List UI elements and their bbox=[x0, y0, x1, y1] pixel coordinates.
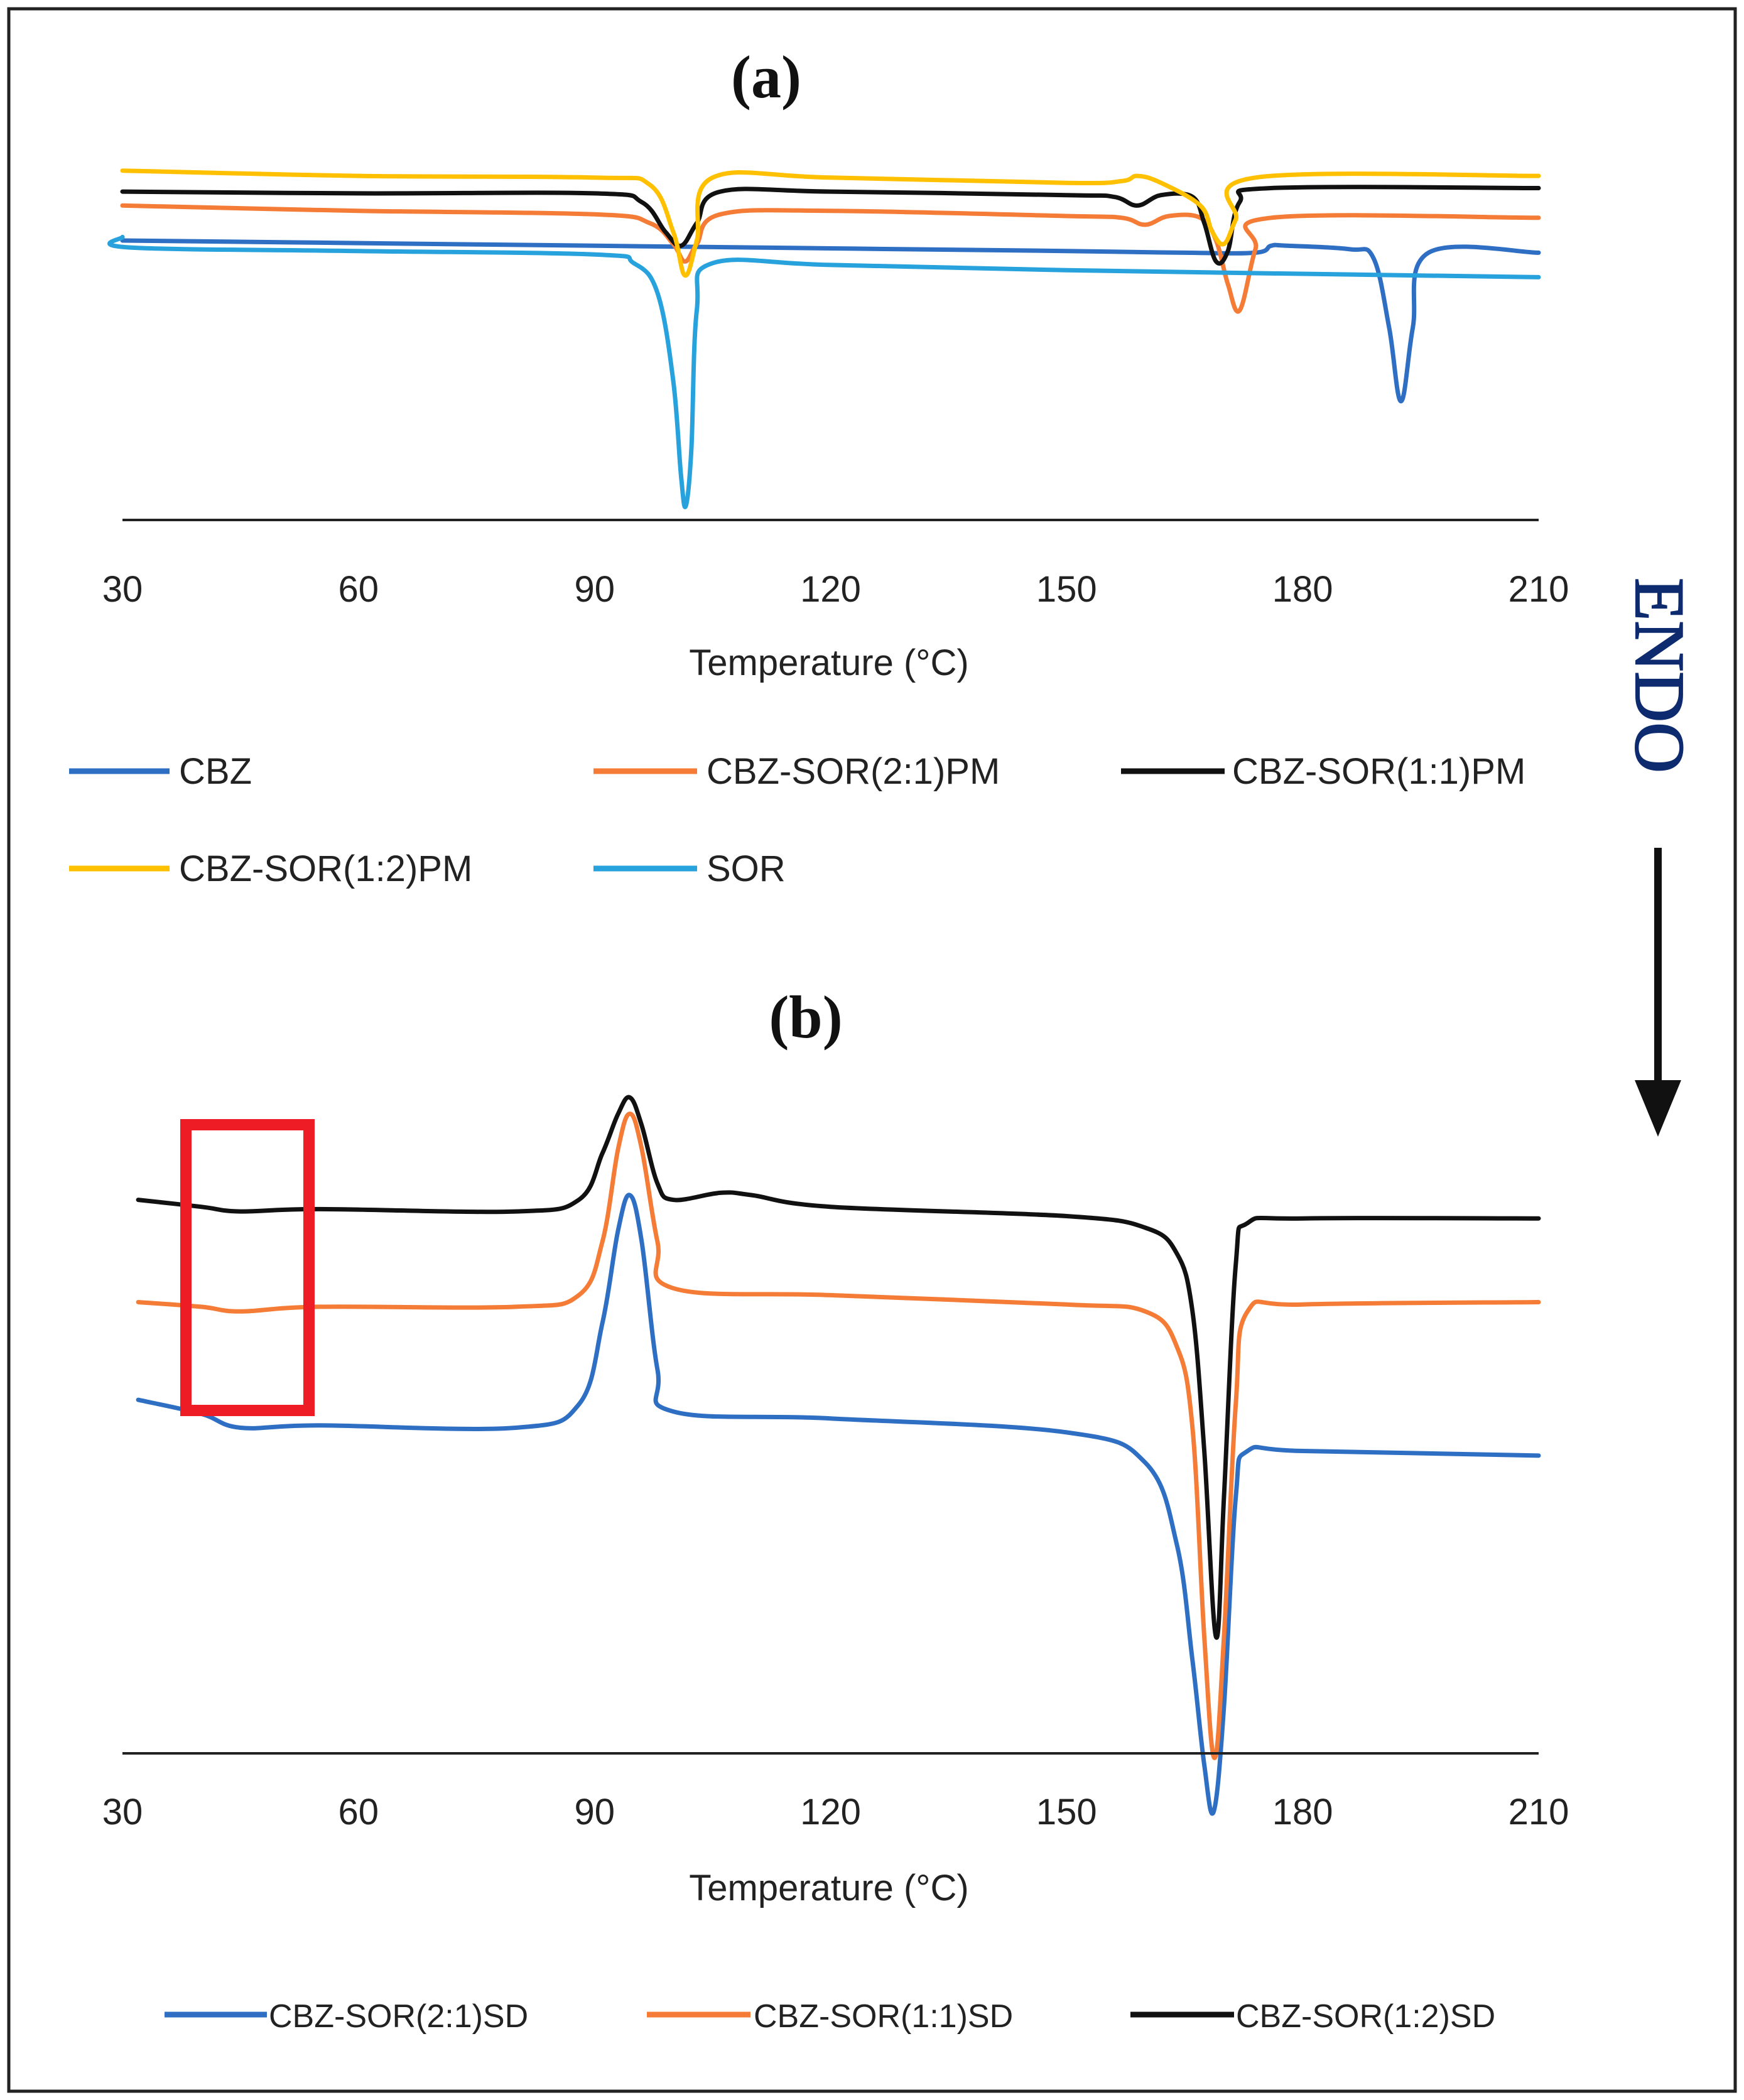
panel-b-legend: CBZ-SOR(2:1)SD CBZ-SOR(1:1)SD CBZ-SOR(1:… bbox=[165, 1998, 1495, 2035]
panel-a-series bbox=[107, 168, 1541, 509]
x-tick-label-180: 180 bbox=[1272, 1792, 1333, 1832]
x-tick-label-90: 90 bbox=[574, 569, 615, 610]
x-tick-label-60: 60 bbox=[339, 569, 379, 610]
panel-a-x-axis-label: Temperature (°C) bbox=[689, 642, 968, 683]
legend-label-cbz-sor-1-1-pm: CBZ-SOR(1:1)PM bbox=[1232, 751, 1525, 792]
panel-b-x-axis-label: Temperature (°C) bbox=[689, 1868, 968, 1908]
endo-arrow-head bbox=[1635, 1080, 1681, 1137]
x-tick-label-30: 30 bbox=[102, 569, 143, 610]
x-tick-label-30: 30 bbox=[102, 1792, 143, 1832]
x-tick-label-120: 120 bbox=[800, 569, 861, 610]
x-tick-label-150: 150 bbox=[1036, 569, 1097, 610]
panel-b-x-tick-labels: 30 60 90 120 150 180 210 bbox=[102, 1792, 1569, 1832]
x-tick-label-180: 180 bbox=[1272, 569, 1333, 610]
legend-label-sor: SOR bbox=[707, 848, 786, 889]
legend-label-cbz-sor-2-1-pm: CBZ-SOR(2:1)PM bbox=[707, 751, 1000, 792]
series-line-cbz-sor-1-2-pm bbox=[120, 168, 1541, 278]
panel-b: (b) 30 60 90 120 150 180 210 Temperature (°C) … bbox=[102, 983, 1569, 2035]
endo-indicator: ENDO bbox=[1620, 577, 1699, 1137]
series-line-cbz-sor-2-1-sd bbox=[136, 1193, 1541, 1816]
legend-label-cbz-sor-1-2-sd: CBZ-SOR(1:2)SD bbox=[1236, 1998, 1495, 2035]
x-tick-label-210: 210 bbox=[1508, 1792, 1569, 1832]
series-line-cbz-sor-2-1-pm bbox=[120, 203, 1541, 314]
panel-a: (a) 30 60 90 120 150 180 210 Temperature (°C) … bbox=[69, 43, 1569, 889]
series-line-cbz-sor-1-1-sd bbox=[136, 1112, 1541, 1760]
legend-label-cbz-sor-1-1-sd: CBZ-SOR(1:1)SD bbox=[754, 1998, 1013, 2035]
endo-label: ENDO bbox=[1620, 578, 1698, 773]
x-tick-label-150: 150 bbox=[1036, 1792, 1097, 1832]
x-tick-label-210: 210 bbox=[1508, 569, 1569, 610]
x-tick-label-90: 90 bbox=[574, 1792, 615, 1832]
x-tick-label-60: 60 bbox=[339, 1792, 379, 1832]
panel-a-x-tick-labels: 30 60 90 120 150 180 210 bbox=[102, 569, 1569, 610]
panel-b-title: (b) bbox=[769, 983, 842, 1051]
legend-label-cbz: CBZ bbox=[179, 751, 252, 792]
x-tick-label-120: 120 bbox=[800, 1792, 861, 1832]
panel-b-series bbox=[136, 1095, 1541, 1816]
highlight-rectangle bbox=[180, 1119, 315, 1416]
series-line-cbz-sor-1-2-sd bbox=[136, 1095, 1541, 1640]
series-line-sor bbox=[107, 234, 1541, 509]
panel-a-legend: CBZ CBZ-SOR(2:1)PM CBZ-SOR(1:1)PM CBZ-SO… bbox=[69, 751, 1525, 889]
legend-label-cbz-sor-2-1-sd: CBZ-SOR(2:1)SD bbox=[269, 1998, 528, 2035]
legend-label-cbz-sor-1-2-pm: CBZ-SOR(1:2)PM bbox=[179, 848, 472, 889]
figure-border bbox=[7, 7, 1737, 2093]
panel-a-title: (a) bbox=[731, 43, 801, 111]
